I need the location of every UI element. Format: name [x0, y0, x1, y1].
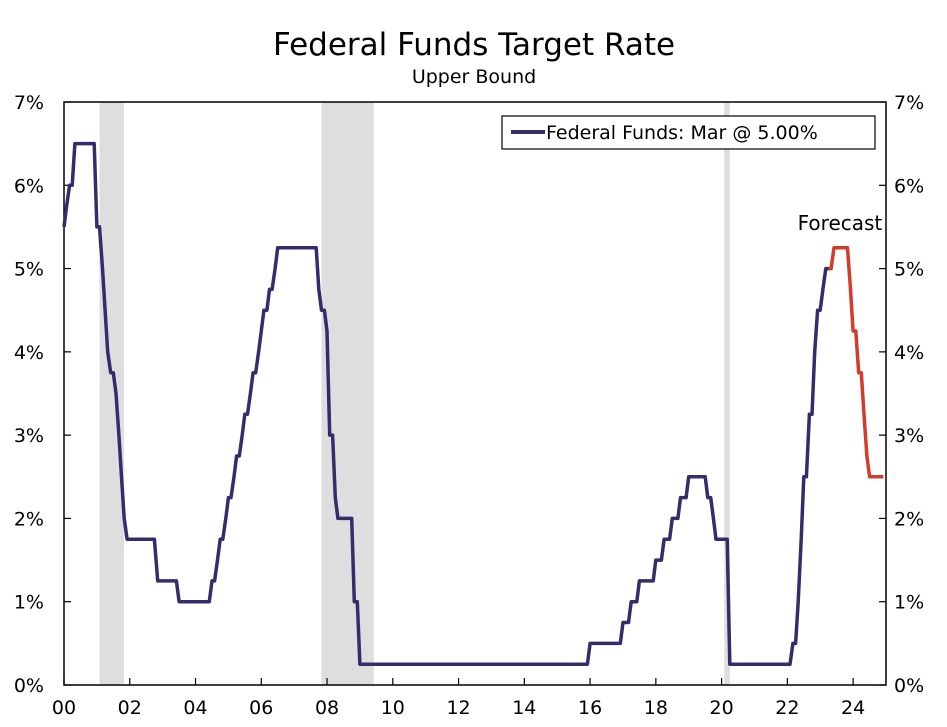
y-tick-label-right: 6% — [894, 175, 924, 197]
y-tick-label-left: 7% — [14, 92, 44, 114]
y-tick-label-right: 1% — [894, 592, 924, 614]
x-tick-label: 12 — [446, 697, 470, 719]
plot-frame — [63, 101, 887, 686]
axis-ticks: 0% 0% 1% 1% 2% 2% 3% 3% 4% 4% 5% 5% 6% 6% 7% 7% 00 02 04 06… — [14, 92, 924, 719]
x-tick-label: 10 — [381, 697, 405, 719]
legend: Federal Funds: Mar @ 5.00% — [501, 115, 876, 150]
y-tick-label-right: 4% — [894, 342, 924, 364]
y-tick-label-left: 1% — [14, 592, 44, 614]
x-tick-label: 18 — [644, 697, 668, 719]
y-tick-label-left: 4% — [14, 342, 44, 364]
recession-band — [99, 102, 125, 685]
x-tick-label: 08 — [315, 697, 339, 719]
x-tick-label: 04 — [183, 697, 207, 719]
x-tick-label: 22 — [775, 697, 799, 719]
y-tick-label-left: 3% — [14, 425, 44, 447]
x-tick-label: 00 — [52, 697, 76, 719]
y-tick-label-left: 6% — [14, 175, 44, 197]
chart-title: Federal Funds Target Rate — [273, 27, 675, 63]
x-tick-label: 02 — [118, 697, 142, 719]
forecast-annotation: Forecast — [798, 211, 883, 235]
x-tick-label: 14 — [512, 697, 536, 719]
y-tick-label-left: 0% — [14, 675, 44, 697]
legend-entry: Federal Funds: Mar @ 5.00% — [546, 122, 818, 144]
y-tick-label-right: 5% — [894, 259, 924, 281]
y-tick-label-right: 2% — [894, 508, 924, 530]
recession-band — [724, 102, 730, 685]
x-tick-label: 24 — [841, 697, 865, 719]
x-tick-label: 06 — [249, 697, 273, 719]
x-tick-label: 16 — [578, 697, 602, 719]
y-tick-label-right: 0% — [894, 675, 924, 697]
y-tick-label-right: 3% — [894, 425, 924, 447]
legend-box — [501, 115, 876, 150]
chart-subtitle: Upper Bound — [412, 66, 536, 88]
y-tick-label-left: 2% — [14, 508, 44, 530]
actual-series-line — [62, 141, 829, 666]
y-tick-label-right: 7% — [894, 92, 924, 114]
forecast-series-line — [828, 246, 884, 479]
series-lines — [62, 141, 884, 666]
y-tick-label-left: 5% — [14, 259, 44, 281]
x-tick-label: 20 — [710, 697, 734, 719]
recession-bands — [99, 102, 730, 685]
